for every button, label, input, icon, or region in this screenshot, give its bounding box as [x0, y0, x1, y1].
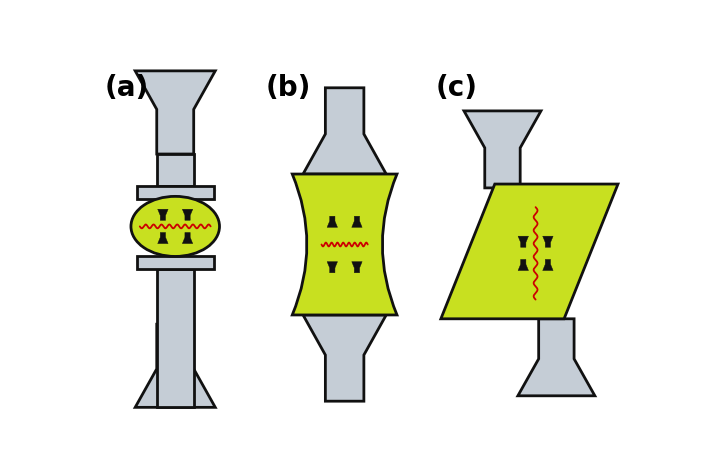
Polygon shape — [158, 232, 168, 244]
Polygon shape — [135, 324, 215, 408]
Bar — [157, 269, 194, 408]
Polygon shape — [518, 236, 528, 247]
Polygon shape — [518, 319, 595, 396]
Polygon shape — [464, 111, 541, 188]
Polygon shape — [135, 71, 215, 154]
Polygon shape — [351, 216, 362, 228]
Polygon shape — [542, 236, 553, 247]
Text: (c): (c) — [435, 74, 478, 102]
Polygon shape — [441, 184, 618, 319]
PathPatch shape — [293, 174, 397, 315]
Polygon shape — [542, 259, 553, 271]
Bar — [137, 186, 214, 199]
Polygon shape — [518, 259, 528, 271]
Polygon shape — [351, 262, 362, 273]
Polygon shape — [327, 216, 337, 228]
Polygon shape — [303, 315, 386, 401]
Polygon shape — [182, 209, 192, 220]
Polygon shape — [303, 88, 386, 174]
Text: (a): (a) — [104, 74, 148, 102]
Polygon shape — [158, 209, 168, 220]
Polygon shape — [327, 262, 337, 273]
Bar — [157, 154, 194, 186]
Ellipse shape — [131, 196, 219, 256]
Bar — [137, 256, 214, 269]
Polygon shape — [182, 232, 192, 244]
Text: (b): (b) — [266, 74, 312, 102]
